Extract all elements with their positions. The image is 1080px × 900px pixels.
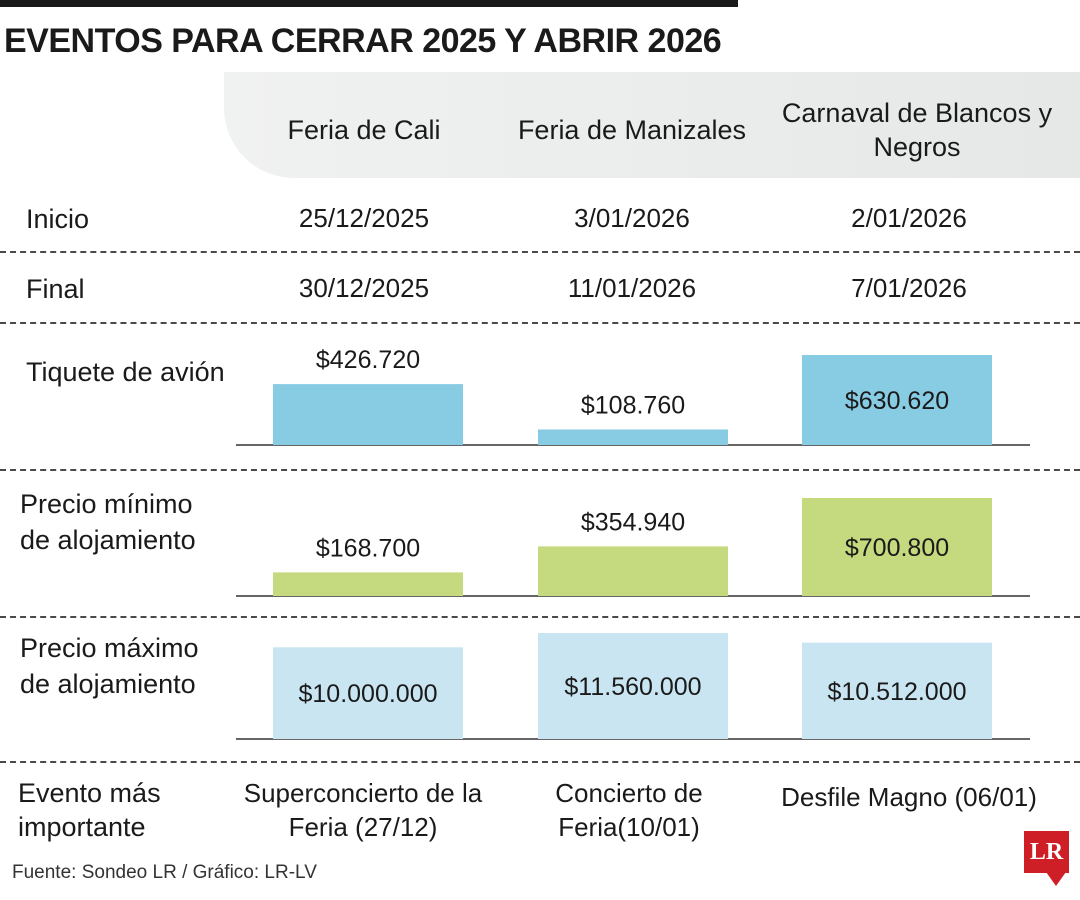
lr-logo-tail <box>1046 872 1066 886</box>
row-label-precio-minimo: Precio mínimo de alojamiento <box>20 489 196 555</box>
evento-carnaval: Desfile Magno (06/01) <box>781 782 1037 812</box>
evento-cali: Superconcierto de la Feria (27/12) <box>243 778 483 842</box>
data-label-1: $426.720 <box>316 346 420 374</box>
data-label-2: $11.560.000 <box>564 673 701 701</box>
row-label-evento: Evento más importante <box>18 778 161 842</box>
row-label-inicio: Inicio <box>26 204 90 234</box>
column-header-carnaval: Carnaval de Blancos y Negros <box>781 98 1053 162</box>
top-bar <box>0 0 738 7</box>
evento-manizales: Concierto de Feria(10/01) <box>555 778 703 842</box>
column-header-manizales: Feria de Manizales <box>517 115 747 145</box>
bar-3 <box>802 642 992 739</box>
separator <box>0 469 1080 471</box>
inicio-cali: 25/12/2025 <box>298 203 430 233</box>
data-label-2: $108.760 <box>581 391 685 419</box>
chart-precio-minimo: $168.700 $354.940 $700.800 <box>236 498 1030 597</box>
bar-2 <box>538 429 728 445</box>
bar-1 <box>273 647 463 739</box>
bar-2 <box>538 633 728 739</box>
bar-1 <box>273 384 463 445</box>
bar-2 <box>538 546 728 596</box>
inicio-carnaval: 2/01/2026 <box>851 203 967 233</box>
data-label-1: $168.700 <box>316 534 420 562</box>
row-label-final: Final <box>26 274 85 304</box>
data-label-3: $10.512.000 <box>827 678 966 706</box>
final-cali: 30/12/2025 <box>298 273 430 303</box>
chart-title: EVENTOS PARA CERRAR 2025 Y ABRIR 2026 <box>4 22 722 60</box>
chart-precio-maximo: $10.000.000 $11.560.000 $10.512.000 <box>236 633 1030 740</box>
bar-3 <box>802 498 992 596</box>
data-label-1: $10.000.000 <box>298 680 437 708</box>
row-label-precio-maximo: Precio máximo de alojamiento <box>20 633 199 699</box>
separator <box>0 616 1080 618</box>
separator <box>0 322 1080 324</box>
bar-1 <box>273 572 463 596</box>
row-label-tiquete: Tiquete de avión <box>26 357 225 387</box>
source-footer: Fuente: Sondeo LR / Gráfico: LR-LV <box>12 862 317 883</box>
bar-3 <box>802 355 992 445</box>
chart-tiquete: $426.720 $108.760 $630.620 <box>236 346 1030 446</box>
inicio-manizales: 3/01/2026 <box>574 203 690 233</box>
column-header-cali: Feria de Cali <box>287 115 441 145</box>
lr-logo: LR <box>1024 831 1069 873</box>
separator <box>0 251 1080 253</box>
separator <box>0 761 1080 763</box>
data-label-2: $354.940 <box>581 508 685 536</box>
data-label-3: $630.620 <box>845 387 949 415</box>
column-header-panel <box>224 72 1080 178</box>
data-label-3: $700.800 <box>845 534 949 562</box>
final-carnaval: 7/01/2026 <box>851 273 967 303</box>
final-manizales: 11/01/2026 <box>567 273 697 303</box>
